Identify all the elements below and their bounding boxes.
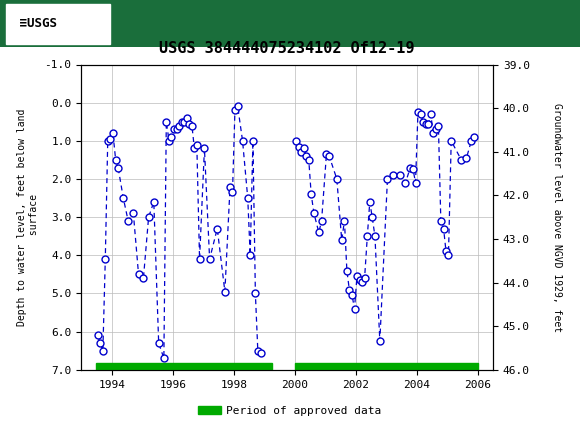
Legend: Period of approved data: Period of approved data <box>194 401 386 420</box>
FancyBboxPatch shape <box>6 4 110 43</box>
Text: ≡USGS: ≡USGS <box>12 17 57 30</box>
Y-axis label: Groundwater level above NGVD 1929, feet: Groundwater level above NGVD 1929, feet <box>552 103 562 332</box>
Y-axis label: Depth to water level, feet below land
 surface: Depth to water level, feet below land su… <box>17 108 39 326</box>
Title: USGS 384444075234102 Of12-19: USGS 384444075234102 Of12-19 <box>160 41 415 56</box>
Bar <box>295 363 478 370</box>
Bar <box>96 363 272 370</box>
